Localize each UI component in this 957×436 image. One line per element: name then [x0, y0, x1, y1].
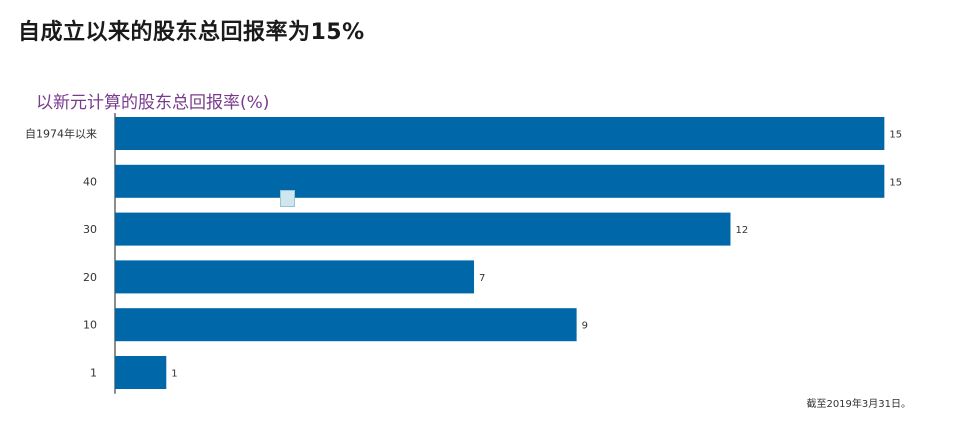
bar — [115, 308, 577, 342]
bar-value-label: 15 — [889, 177, 902, 188]
category-tick-label: 10 — [83, 319, 97, 332]
bar-value-label: 7 — [479, 273, 485, 284]
bar — [115, 212, 731, 246]
bar-value-label: 9 — [582, 321, 588, 332]
category-tick-label: 自1974年以来 — [25, 127, 97, 141]
bar — [115, 356, 167, 389]
bar — [115, 260, 475, 294]
page-title: 自成立以来的股东总回报率为15% — [18, 20, 365, 45]
category-tick-label: 40 — [83, 175, 97, 188]
bar-value-label: 15 — [889, 130, 902, 141]
category-tick-label: 20 — [83, 271, 97, 284]
chart-title: 以新元计算的股东总回报率(%) — [36, 93, 270, 113]
bar — [115, 117, 885, 150]
category-tick-label: 1 — [90, 367, 97, 380]
hover-marker — [280, 190, 295, 207]
footnote: 截至2019年3月31日。 — [806, 399, 911, 410]
bar — [115, 164, 885, 198]
bar-value-label: 1 — [171, 369, 177, 380]
category-tick-label: 30 — [83, 223, 97, 236]
bar-value-label: 12 — [735, 225, 748, 236]
